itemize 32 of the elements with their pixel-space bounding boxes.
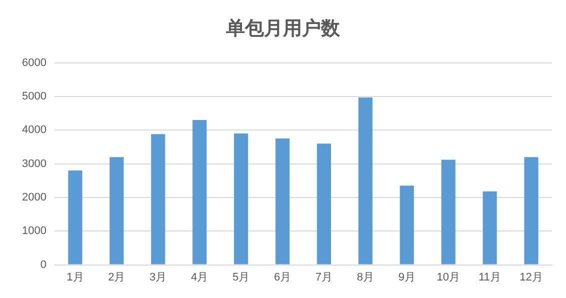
bar bbox=[316, 144, 332, 264]
y-tick-label: 5000 bbox=[22, 90, 46, 102]
x-tick-label: 9月 bbox=[398, 271, 416, 284]
bar bbox=[68, 170, 82, 264]
y-tick-label: 3000 bbox=[22, 158, 46, 170]
x-tick-label: 3月 bbox=[150, 271, 167, 284]
bar bbox=[441, 160, 456, 264]
bar bbox=[358, 97, 372, 264]
x-tick-label: 12月 bbox=[520, 271, 543, 284]
x-tick-label: 5月 bbox=[232, 271, 250, 284]
chart-title: 单包月用户数 bbox=[225, 18, 341, 40]
bar bbox=[192, 120, 207, 264]
bar bbox=[234, 134, 248, 264]
x-tick-label: 11月 bbox=[478, 271, 502, 284]
x-tick-label: 8月 bbox=[356, 271, 374, 284]
bar bbox=[275, 138, 290, 264]
x-tick-label: 10月 bbox=[436, 271, 460, 284]
bar bbox=[400, 186, 414, 264]
y-tick-label: 6000 bbox=[22, 56, 46, 69]
bar bbox=[524, 157, 538, 264]
x-tick-label: 7月 bbox=[315, 271, 333, 284]
bar bbox=[482, 191, 497, 264]
bar bbox=[110, 157, 124, 264]
y-tick-label: 4000 bbox=[22, 124, 46, 136]
x-tick-label: 6月 bbox=[274, 271, 292, 284]
x-tick-label: 4月 bbox=[191, 271, 208, 284]
x-tick-label: 1月 bbox=[66, 271, 84, 284]
y-tick-label: 2000 bbox=[22, 192, 46, 204]
y-tick-label: 0 bbox=[40, 258, 46, 271]
y-tick-label: 1000 bbox=[22, 225, 46, 238]
x-tick-label: 2月 bbox=[108, 271, 126, 284]
bar bbox=[151, 134, 166, 264]
